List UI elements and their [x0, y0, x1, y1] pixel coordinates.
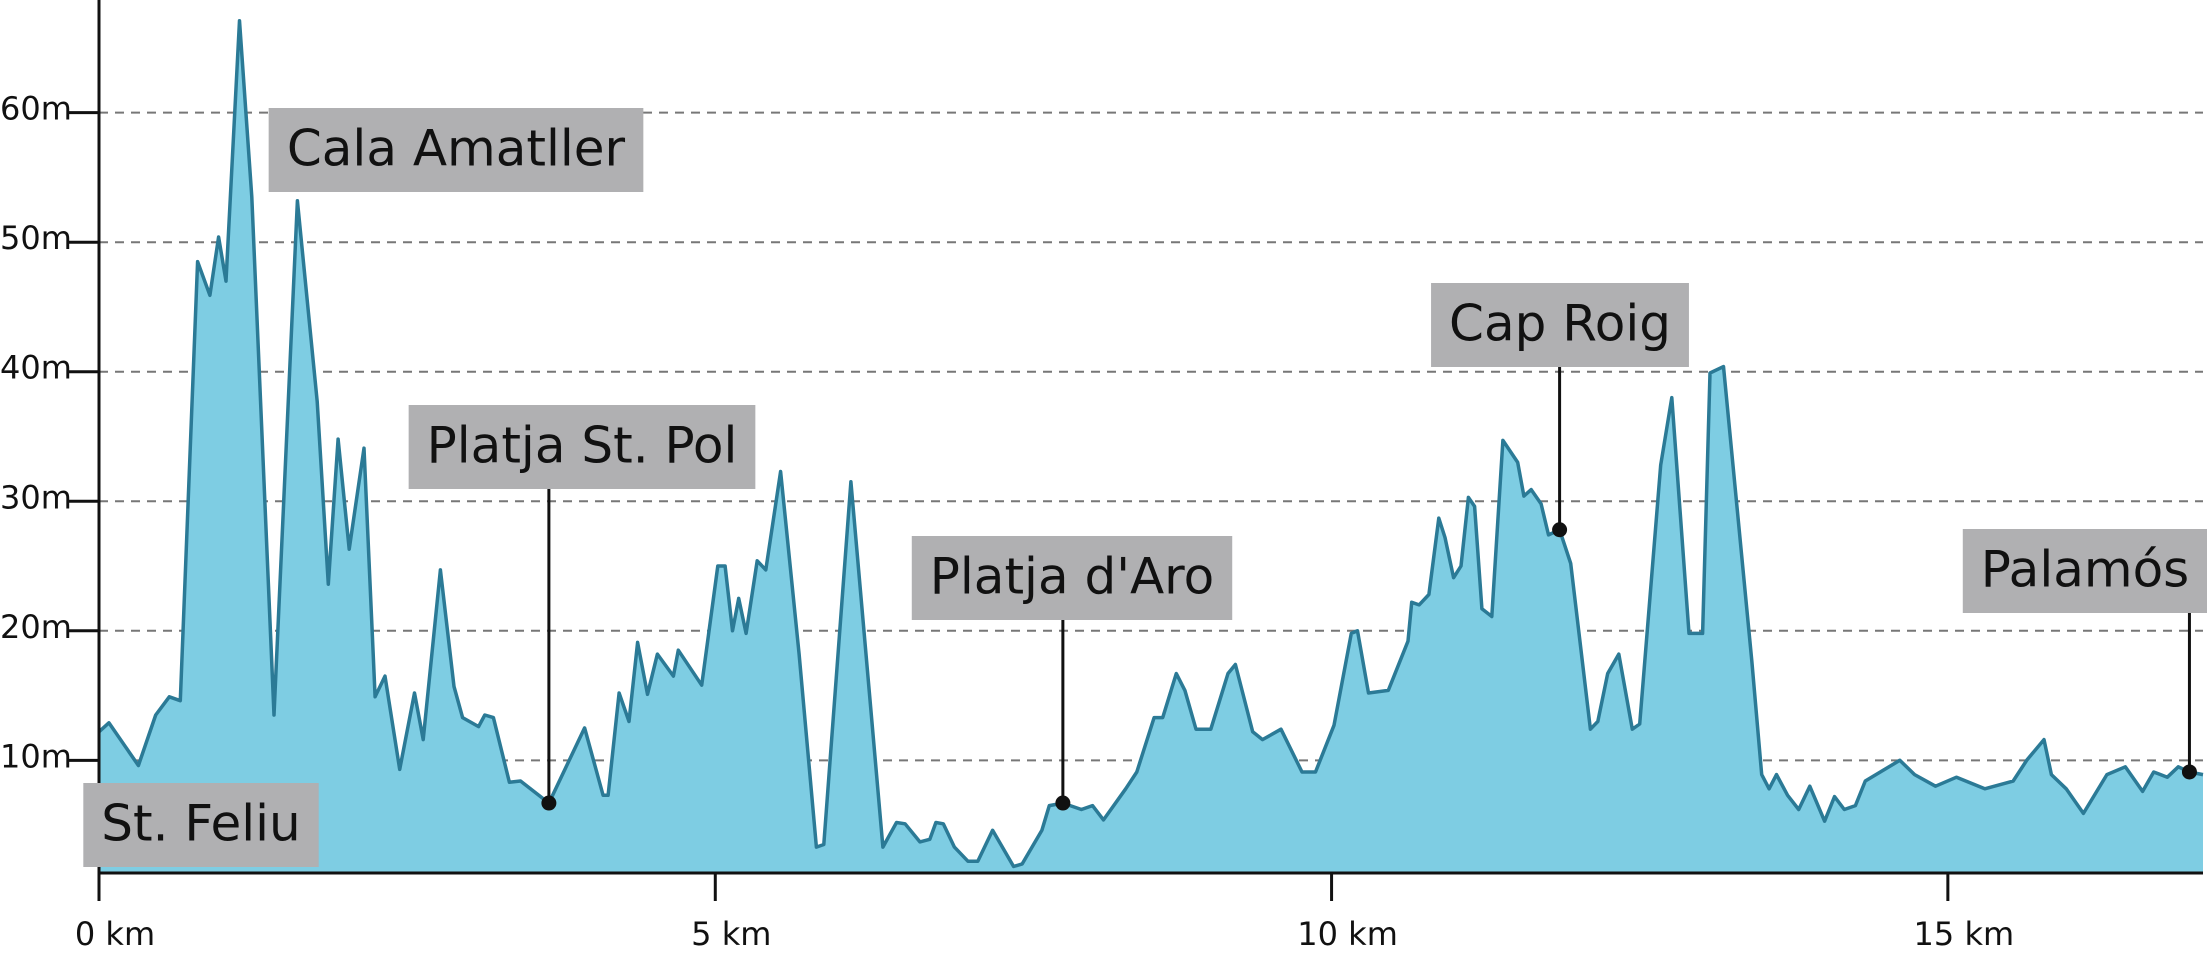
annotation-box [408, 405, 756, 489]
marker [1055, 795, 1071, 811]
y-tick-label: 60m [0, 90, 72, 128]
y-tick-label: 30m [0, 478, 72, 516]
annotation-label: Cap Roig [1449, 295, 1671, 353]
y-tick-label: 50m [0, 219, 72, 257]
annotation-box [911, 536, 1233, 620]
y-tick-label: 40m [0, 349, 72, 387]
x-tick-label: 10 km [1297, 915, 1398, 953]
x-tick-label: 5 km [691, 915, 771, 953]
area [99, 20, 2203, 873]
y-tick-label: 10m [0, 737, 72, 775]
annotation-box [1962, 529, 2207, 613]
x-tick-label: 0 km [75, 915, 155, 953]
x-tick-label: 15 km [1914, 915, 2015, 953]
annotation-label: St. Feliu [101, 795, 300, 853]
marker [1552, 522, 1568, 538]
annotation-label: Platja d'Aro [930, 548, 1214, 606]
annotation-label: Palamós [1981, 541, 2189, 599]
annotation-label: Cala Amatller [287, 120, 626, 178]
annotation-box [1431, 283, 1689, 367]
annotation-label: Platja St. Pol [427, 417, 738, 475]
marker [541, 795, 557, 811]
marker [2181, 764, 2197, 780]
y-tick-label: 20m [0, 608, 72, 646]
annotation-box [268, 108, 644, 192]
line [97, 18, 2204, 869]
annotation-box [83, 783, 319, 867]
